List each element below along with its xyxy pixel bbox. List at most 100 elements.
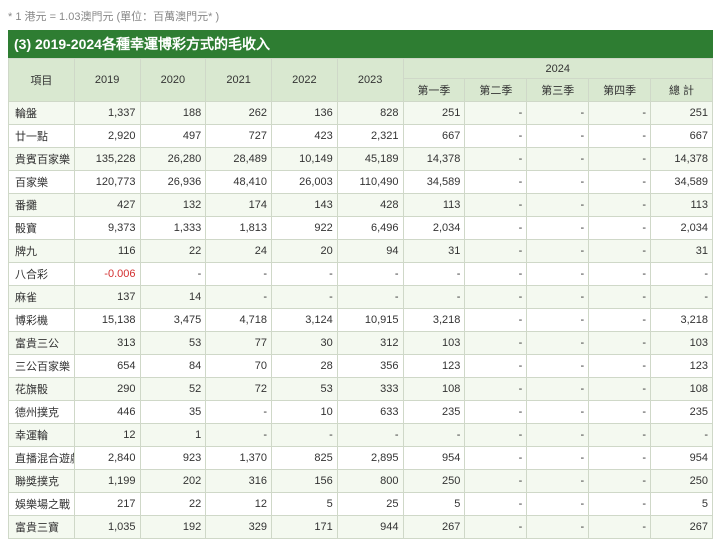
cell: 52 [140, 378, 206, 401]
cell: - [465, 493, 527, 516]
section-title: (3) 2019-2024各種幸運博彩方式的毛收入 [8, 30, 713, 58]
table-row: 番攤427132174143428113---113 [9, 194, 713, 217]
cell: 132 [140, 194, 206, 217]
col-total: 總 計 [651, 79, 713, 102]
cell: - [527, 355, 589, 378]
cell: - [465, 263, 527, 286]
cell: 14 [140, 286, 206, 309]
row-label: 八合彩 [9, 263, 75, 286]
cell: - [527, 493, 589, 516]
cell: 9,373 [74, 217, 140, 240]
cell: 667 [403, 125, 465, 148]
cell: - [589, 355, 651, 378]
cell: - [527, 401, 589, 424]
cell: 84 [140, 355, 206, 378]
cell: - [527, 240, 589, 263]
col-q2: 第二季 [465, 79, 527, 102]
cell: 10,915 [337, 309, 403, 332]
cell: 26,280 [140, 148, 206, 171]
cell: - [140, 263, 206, 286]
cell: - [589, 217, 651, 240]
cell: 235 [403, 401, 465, 424]
cell: 825 [272, 447, 338, 470]
cell: 633 [337, 401, 403, 424]
cell: - [206, 424, 272, 447]
cell: 34,589 [651, 171, 713, 194]
cell: 113 [651, 194, 713, 217]
cell: 654 [74, 355, 140, 378]
row-label: 骰寶 [9, 217, 75, 240]
cell: - [465, 332, 527, 355]
table-row: 骰寶9,3731,3331,8139226,4962,034---2,034 [9, 217, 713, 240]
cell: - [272, 263, 338, 286]
col-2023: 2023 [337, 59, 403, 102]
cell: 34,589 [403, 171, 465, 194]
cell: 217 [74, 493, 140, 516]
cell: - [465, 240, 527, 263]
table-row: 幸運輪121-------- [9, 424, 713, 447]
cell: 120,773 [74, 171, 140, 194]
row-label: 博彩機 [9, 309, 75, 332]
cell: 316 [206, 470, 272, 493]
cell: - [589, 332, 651, 355]
cell: - [651, 286, 713, 309]
cell: 20 [272, 240, 338, 263]
cell: 45,189 [337, 148, 403, 171]
cell: - [527, 102, 589, 125]
cell: 2,034 [651, 217, 713, 240]
cell: - [589, 171, 651, 194]
cell: 329 [206, 516, 272, 539]
cell: - [527, 516, 589, 539]
cell: 356 [337, 355, 403, 378]
cell: 136 [272, 102, 338, 125]
cell: 944 [337, 516, 403, 539]
table-row: 百家樂120,77326,93648,41026,003110,49034,58… [9, 171, 713, 194]
cell: 5 [403, 493, 465, 516]
cell: - [465, 424, 527, 447]
row-label: 百家樂 [9, 171, 75, 194]
cell: - [651, 424, 713, 447]
row-label: 番攤 [9, 194, 75, 217]
cell: 922 [272, 217, 338, 240]
cell: 103 [403, 332, 465, 355]
cell: 137 [74, 286, 140, 309]
cell: 26,003 [272, 171, 338, 194]
cell: 5 [272, 493, 338, 516]
cell: 70 [206, 355, 272, 378]
cell: - [465, 401, 527, 424]
table-row: 廿一點2,9204977274232,321667---667 [9, 125, 713, 148]
cell: - [403, 424, 465, 447]
cell: - [465, 194, 527, 217]
cell: 108 [651, 378, 713, 401]
col-item: 項目 [9, 59, 75, 102]
cell: - [527, 378, 589, 401]
cell: 123 [403, 355, 465, 378]
cell: 123 [651, 355, 713, 378]
cell: 800 [337, 470, 403, 493]
cell: 12 [206, 493, 272, 516]
cell: - [465, 102, 527, 125]
cell: 1,813 [206, 217, 272, 240]
cell: - [651, 263, 713, 286]
row-label: 德州撲克 [9, 401, 75, 424]
cell: - [589, 516, 651, 539]
cell: 446 [74, 401, 140, 424]
cell: 10,149 [272, 148, 338, 171]
cell: 26,936 [140, 171, 206, 194]
cell: 954 [651, 447, 713, 470]
cell: 312 [337, 332, 403, 355]
cell: 251 [403, 102, 465, 125]
cell: 290 [74, 378, 140, 401]
table-row: 直播混合遊戲2,8409231,3708252,895954---954 [9, 447, 713, 470]
row-label: 幸運輪 [9, 424, 75, 447]
cell: - [337, 424, 403, 447]
cell: 828 [337, 102, 403, 125]
cell: - [465, 447, 527, 470]
cell: - [527, 286, 589, 309]
cell: 2,840 [74, 447, 140, 470]
col-q4: 第四季 [589, 79, 651, 102]
row-label: 麻雀 [9, 286, 75, 309]
cell: 251 [651, 102, 713, 125]
cell: - [465, 148, 527, 171]
cell: 3,124 [272, 309, 338, 332]
